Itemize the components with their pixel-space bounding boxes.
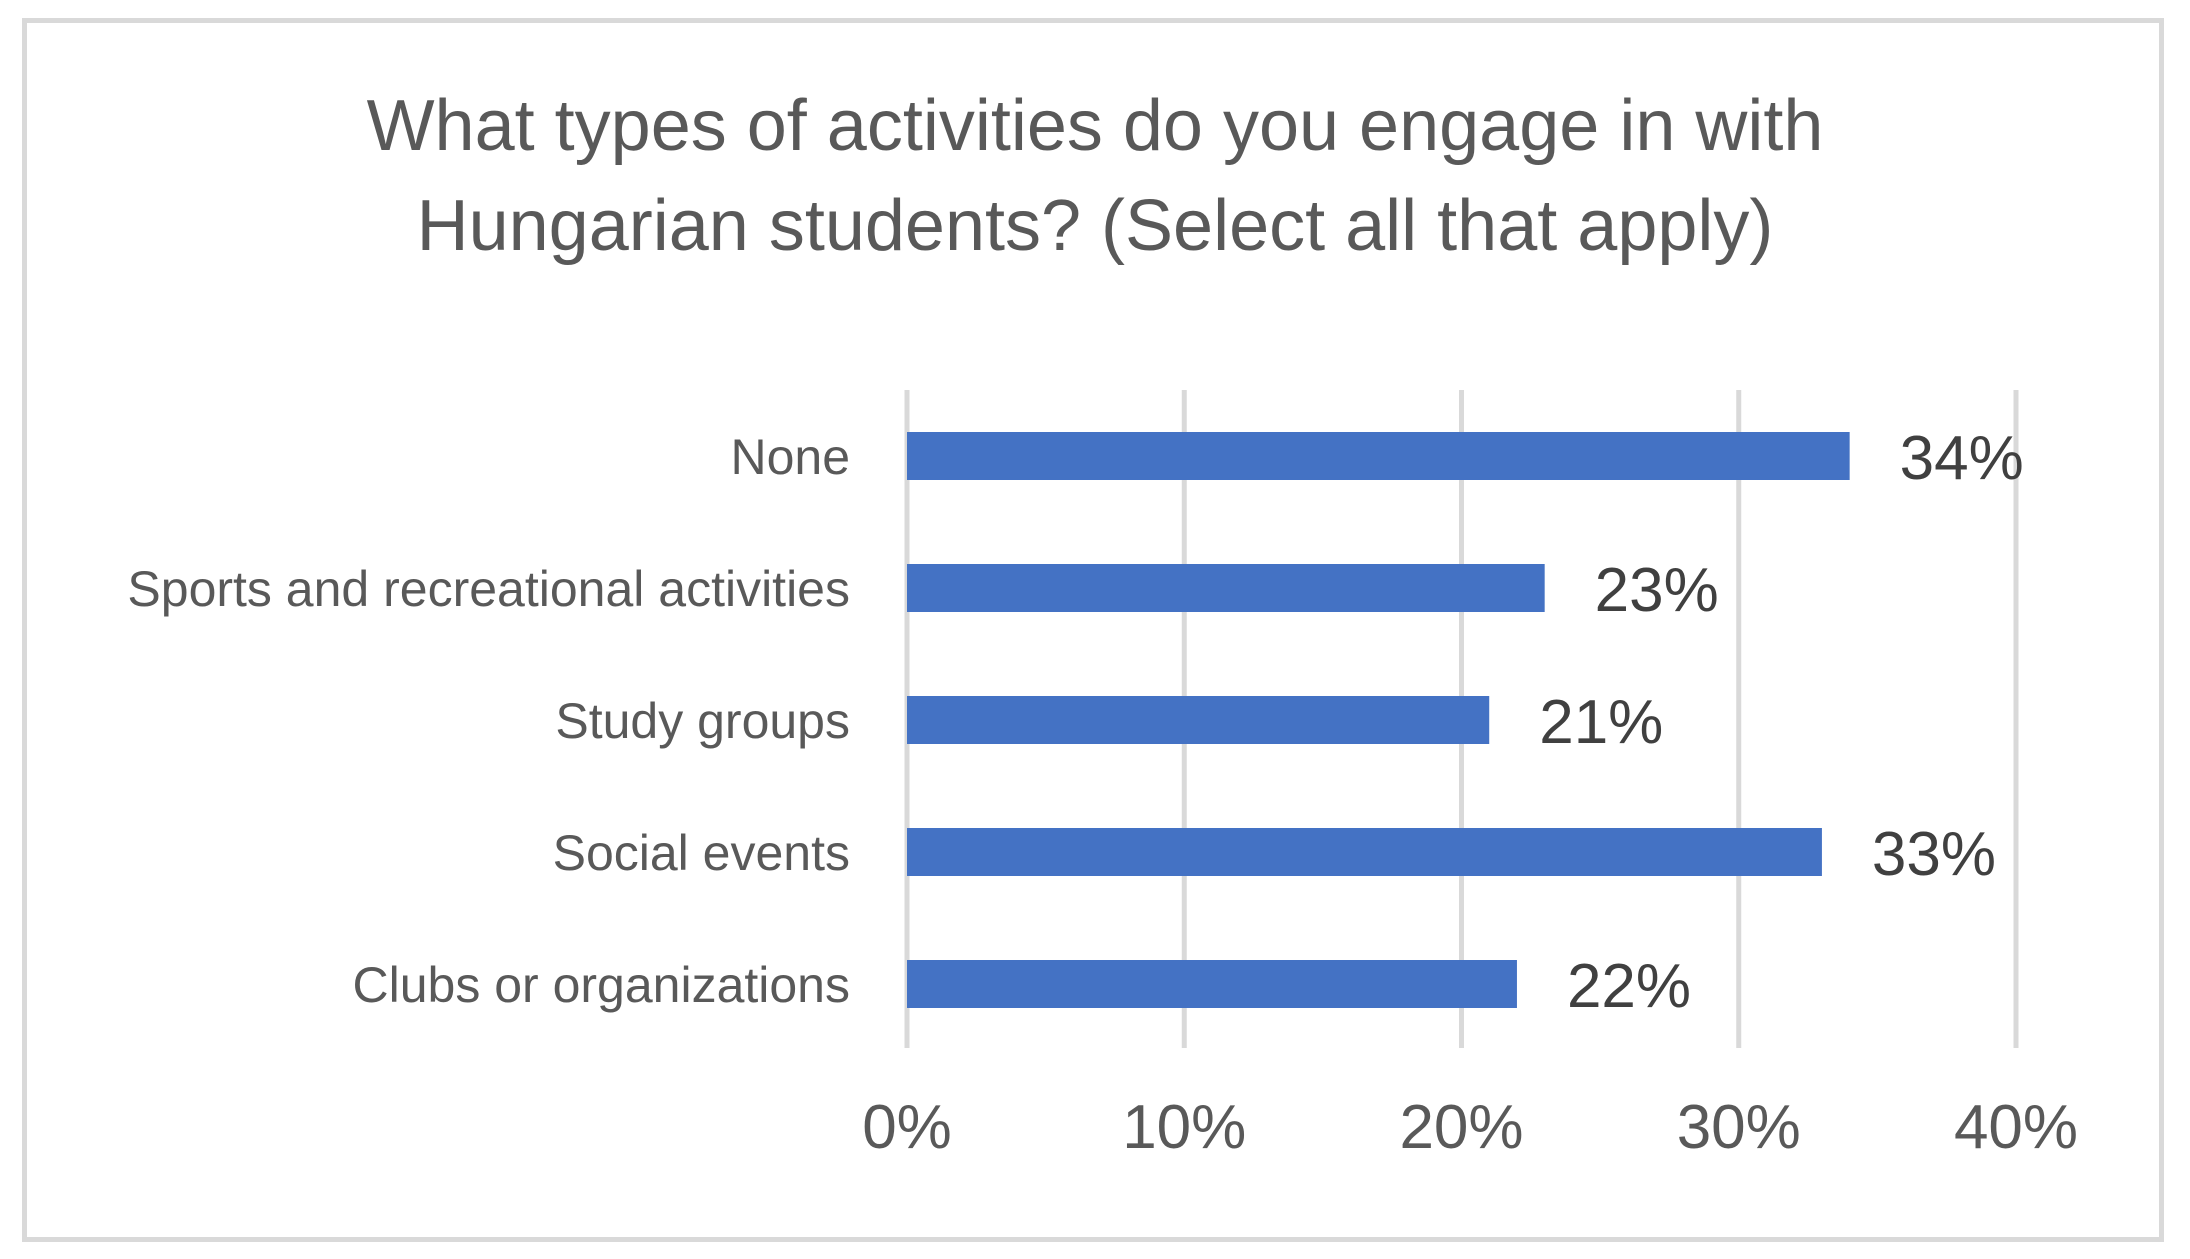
x-tick-label: 0%: [862, 1093, 952, 1162]
category-label: None: [730, 429, 850, 485]
chart-title-line-1: What types of activities do you engage i…: [366, 86, 1824, 166]
bar-1: [907, 432, 1850, 480]
category-label: Sports and recreational activities: [127, 561, 850, 617]
bar-4: [907, 828, 1822, 876]
category-label: Social events: [553, 825, 850, 881]
chart-title: What types of activities do you engage i…: [0, 76, 2190, 276]
bar-2: [907, 564, 1545, 612]
chart-frame: [22, 18, 2164, 1242]
category-label: Clubs or organizations: [353, 957, 851, 1013]
data-label: 34%: [1900, 424, 2024, 493]
x-tick-label: 10%: [1122, 1093, 1246, 1162]
bar-5: [907, 960, 1517, 1008]
data-label: 21%: [1539, 688, 1663, 757]
data-label: 33%: [1872, 820, 1996, 889]
x-tick-label: 30%: [1677, 1093, 1801, 1162]
x-tick-label: 40%: [1954, 1093, 2078, 1162]
data-label: 23%: [1595, 556, 1719, 625]
category-label: Study groups: [555, 693, 850, 749]
data-label: 22%: [1567, 952, 1691, 1021]
x-tick-label: 20%: [1399, 1093, 1523, 1162]
bar-3: [907, 696, 1490, 744]
chart-title-line-2: Hungarian students? (Select all that app…: [416, 186, 1774, 266]
